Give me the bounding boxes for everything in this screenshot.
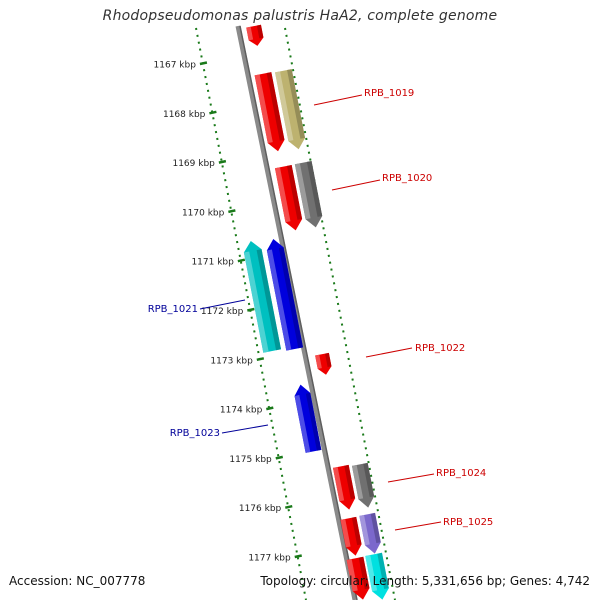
gene-feature-14[interactable]: [346, 556, 372, 600]
accession-text: Accession: NC_007778: [9, 574, 146, 588]
feature-highlight: [275, 71, 294, 142]
feature-highlight: [365, 555, 378, 592]
feature-shade: [325, 352, 332, 368]
feature-shade: [256, 249, 282, 351]
feature-shade: [278, 247, 304, 349]
genome-backbone-shadow: [239, 25, 358, 600]
feature-highlight: [340, 518, 351, 548]
tick-mark: [247, 307, 255, 312]
feature-highlight: [266, 249, 292, 351]
tick-label: 1167 kbp: [154, 61, 197, 71]
tick-label: 1173 kbp: [210, 356, 253, 366]
gene-feature-5[interactable]: [294, 160, 324, 229]
tick-label: 1172 kbp: [201, 307, 244, 317]
topology-text: Topology: circular; Length: 5,331,656 bp…: [260, 574, 590, 588]
tick-label: 1174 kbp: [220, 406, 263, 416]
gene-label-rpb-1019[interactable]: RPB_1019: [364, 88, 414, 99]
feature-shade: [351, 516, 362, 546]
feature-shade: [266, 72, 285, 141]
label-leader-line: [199, 299, 246, 310]
tick-label: 1170 kbp: [182, 208, 225, 218]
tick-mark: [218, 159, 227, 164]
feature-shade: [358, 556, 370, 590]
gene-feature-1[interactable]: [246, 24, 265, 47]
tick-mark: [228, 209, 236, 214]
feature-shade: [370, 512, 381, 544]
feature-shade: [306, 160, 323, 217]
genome-backbone: [235, 25, 358, 600]
feature-shade: [287, 69, 306, 139]
gene-feature-11[interactable]: [351, 462, 376, 509]
map-title: Rhodopseudomonas palustris HaA2, complet…: [102, 8, 498, 24]
tick-mark: [209, 110, 217, 115]
gene-feature-2[interactable]: [254, 72, 287, 153]
gene-feature-15[interactable]: [365, 552, 390, 600]
label-leader-line: [365, 347, 413, 358]
feature-highlight: [254, 74, 273, 144]
feature-highlight: [294, 395, 311, 453]
feature-highlight: [351, 465, 364, 500]
gene-feature-4[interactable]: [274, 164, 304, 232]
gene-feature-13[interactable]: [359, 512, 382, 555]
gene-feature-3[interactable]: [275, 69, 307, 151]
feature-shade: [256, 24, 264, 39]
feature-shade: [344, 464, 356, 500]
tick-marks: 1167 kbp 1168 kbp 1169 kbp 1170 kbp 1171 kbp…: [154, 61, 302, 564]
label-leader-line: [313, 94, 363, 106]
label-leader-line: [394, 521, 442, 531]
tick-label: 1175 kbp: [229, 455, 272, 465]
tick-label: 1168 kbp: [163, 110, 206, 120]
gene-feature-10[interactable]: [332, 464, 357, 511]
label-leader-line: [331, 179, 381, 191]
tick-mark: [256, 357, 265, 362]
gene-feature-6[interactable]: [242, 239, 282, 353]
feature-highlight: [332, 467, 345, 502]
gene-feature-12[interactable]: [340, 516, 364, 557]
label-leader-line: [221, 424, 269, 434]
feature-shade: [363, 462, 375, 498]
feature-shade: [305, 392, 322, 451]
feature-shade: [286, 164, 303, 220]
gene-feature-9[interactable]: [293, 383, 322, 453]
gene-label-rpb-1021[interactable]: RPB_1021: [148, 304, 198, 315]
feature-highlight: [274, 167, 291, 223]
tick-mark: [294, 554, 302, 559]
label-leader-line: [387, 473, 435, 483]
tick-mark: [199, 61, 208, 66]
tick-label: 1177 kbp: [248, 554, 291, 564]
gene-label-rpb-1023[interactable]: RPB_1023: [170, 428, 220, 439]
gene-label-rpb-1025[interactable]: RPB_1025: [443, 517, 493, 528]
gene-label-rpb-1024[interactable]: RPB_1024: [436, 468, 486, 479]
tick-mark: [275, 455, 284, 460]
tick-label: 1176 kbp: [239, 504, 282, 514]
tick-mark: [284, 504, 293, 509]
gene-features: [242, 24, 390, 600]
feature-highlight: [315, 354, 322, 369]
feature-highlight: [294, 163, 311, 220]
feature-highlight: [359, 514, 370, 546]
feature-shade: [377, 552, 389, 590]
gene-labels: RPB_1019 RPB_1020 RPB_1021 RPB_1022 RPB_1023…: [148, 88, 493, 531]
tick-label: 1169 kbp: [172, 159, 215, 169]
feature-highlight: [246, 26, 254, 41]
tick-mark: [266, 406, 274, 411]
gene-label-rpb-1022[interactable]: RPB_1022: [415, 343, 465, 354]
tick-label: 1171 kbp: [191, 258, 234, 268]
feature-highlight: [346, 559, 358, 592]
gene-feature-7[interactable]: [265, 237, 304, 351]
gene-feature-8[interactable]: [315, 352, 333, 376]
gene-label-rpb-1020[interactable]: RPB_1020: [382, 173, 432, 184]
feature-highlight: [243, 251, 269, 353]
tick-mark: [237, 258, 246, 263]
